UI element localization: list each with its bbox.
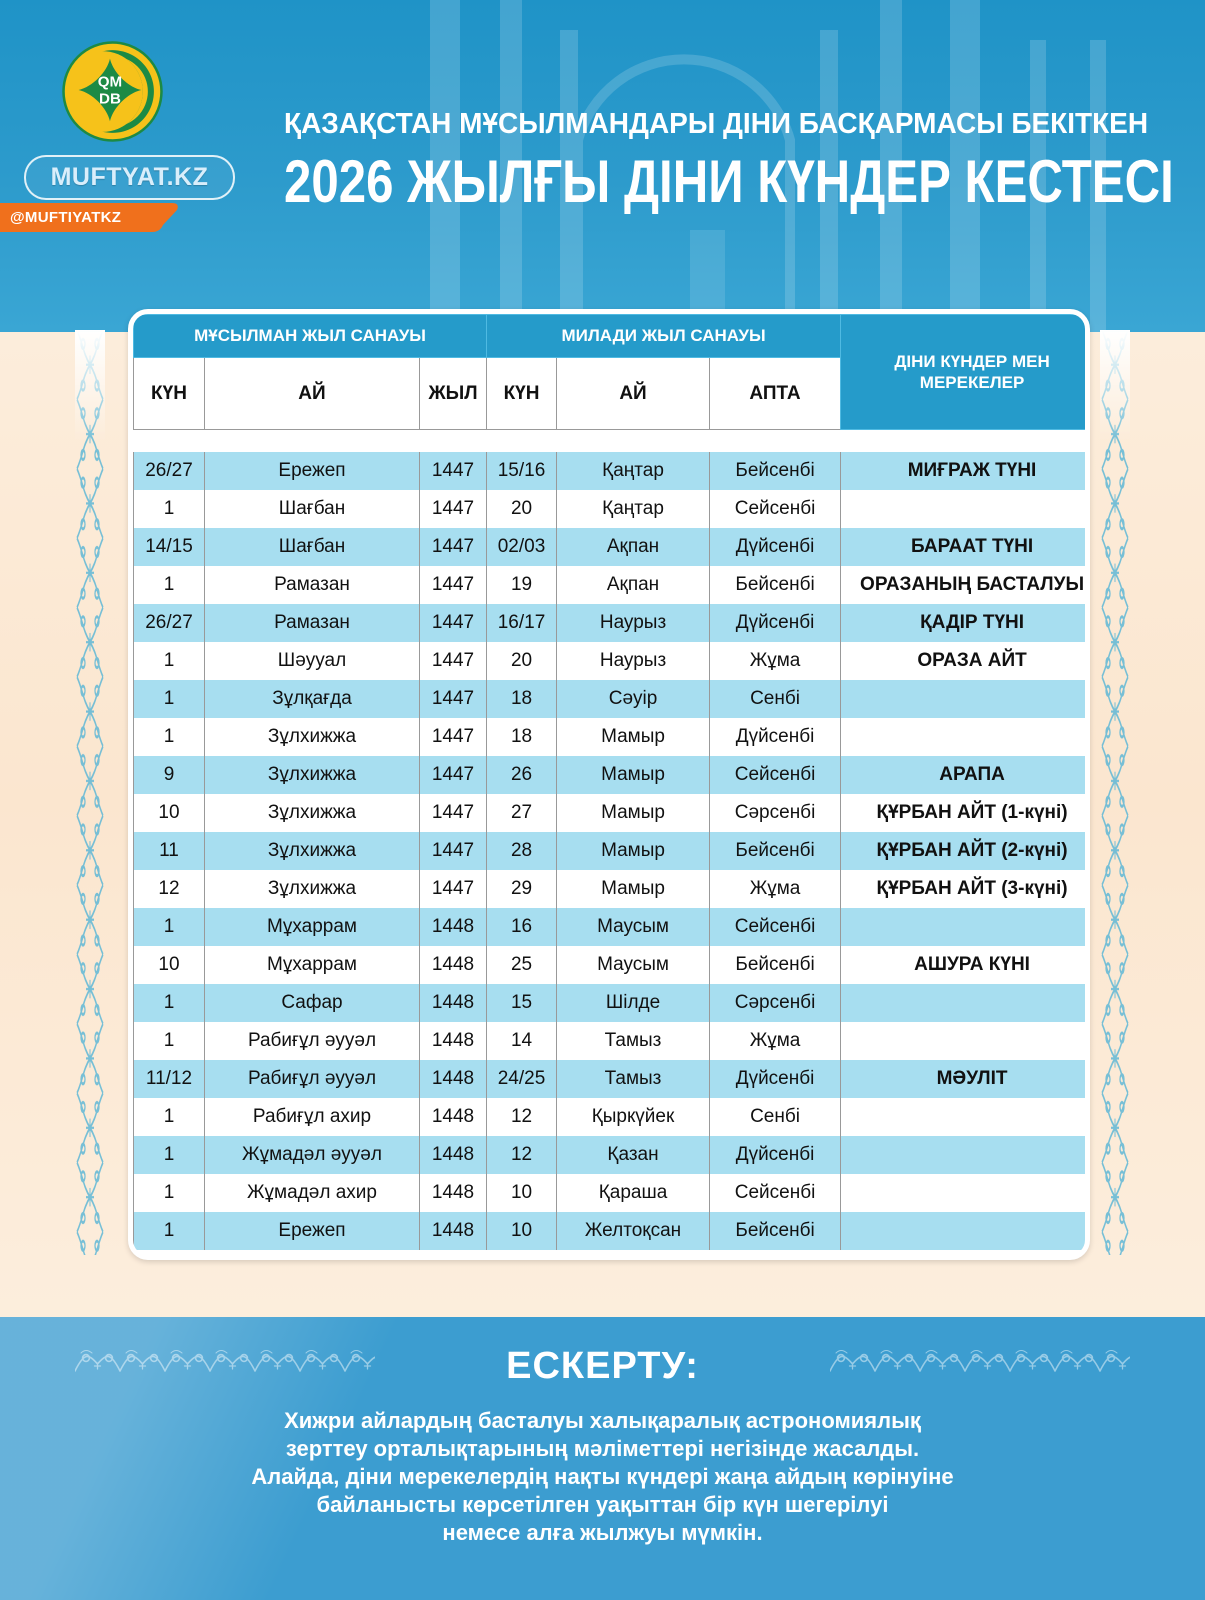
svg-text:QM: QM [98,73,122,90]
svg-text:DB: DB [99,91,121,108]
